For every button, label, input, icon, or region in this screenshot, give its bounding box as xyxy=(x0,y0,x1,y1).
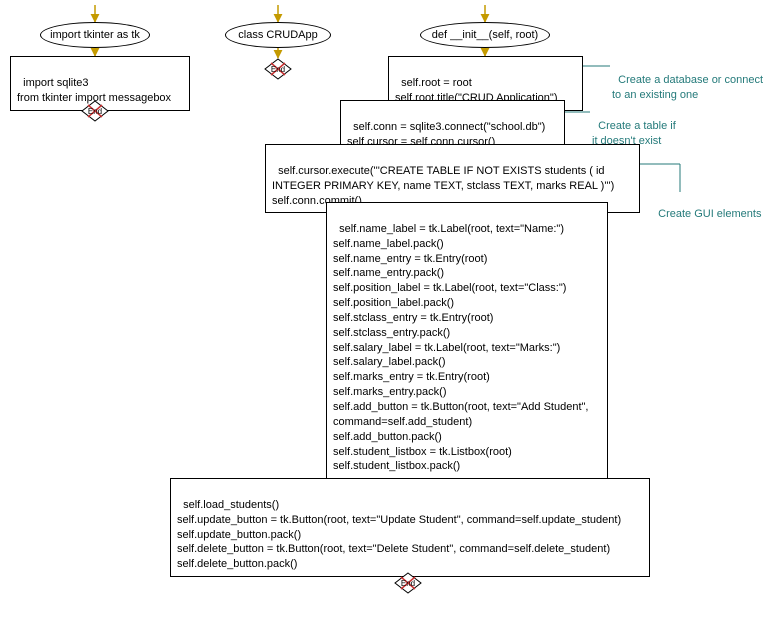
node-class-crudapp: class CRUDApp xyxy=(225,22,331,48)
annotation-text: Create a database or connect to an exist… xyxy=(612,74,763,101)
svg-text:End: End xyxy=(401,579,415,588)
node-def-init: def __init__(self, root) xyxy=(420,22,550,48)
annotation-3: Create GUI elements xyxy=(652,192,761,222)
node-text: class CRUDApp xyxy=(238,28,317,43)
svg-text:End: End xyxy=(271,65,285,74)
end-3: End xyxy=(394,572,422,594)
svg-text:End: End xyxy=(88,107,102,116)
node-text: self.load_students() self.update_button … xyxy=(177,499,621,570)
end-1: End xyxy=(81,100,109,122)
annotation-text: Create a table if it doesn't exist xyxy=(592,120,676,147)
annotation-1: Create a database or connect to an exist… xyxy=(612,58,763,103)
node-text: self.name_label = tk.Label(root, text="N… xyxy=(333,223,588,473)
node-import-tkinter: import tkinter as tk xyxy=(40,22,150,48)
annotation-2: Create a table if it doesn't exist xyxy=(592,104,676,149)
end-2: End xyxy=(264,58,292,80)
node-text: def __init__(self, root) xyxy=(432,28,538,43)
node-text: self.cursor.execute('''CREATE TABLE IF N… xyxy=(272,165,614,207)
annotation-text: Create GUI elements xyxy=(658,208,761,220)
node-gui-elements: self.name_label = tk.Label(root, text="N… xyxy=(326,202,608,479)
node-load-update-delete: self.load_students() self.update_button … xyxy=(170,478,650,577)
node-text: import tkinter as tk xyxy=(50,28,140,43)
